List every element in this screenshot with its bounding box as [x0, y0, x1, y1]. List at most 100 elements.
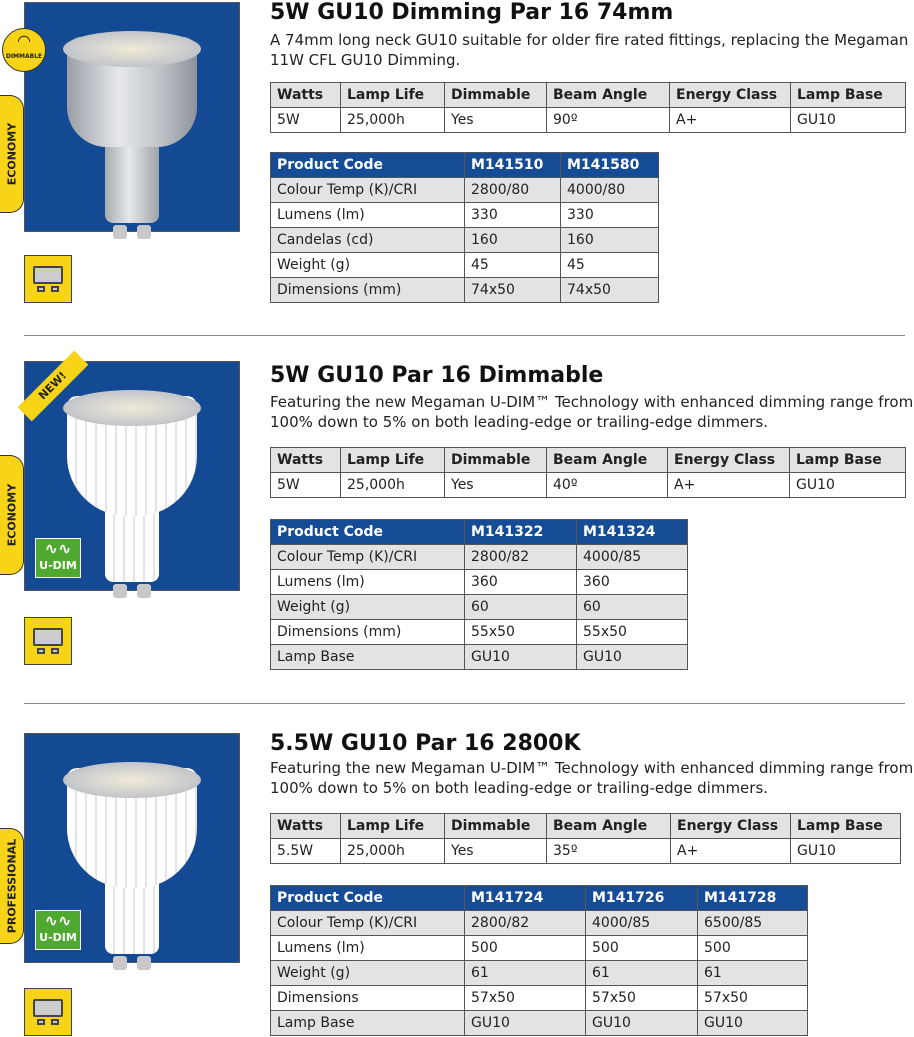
- table-cell: Weight (g): [270, 252, 465, 278]
- product-code-table: Product Code M141510 M141580 Colour Temp (K…: [270, 152, 659, 303]
- spec-value-cell: Yes: [444, 472, 547, 498]
- dimmer-arc-icon: ◠: [17, 31, 31, 50]
- spec-value-cell: 90º: [546, 107, 670, 133]
- spec-header-cell: Lamp Base: [789, 447, 906, 473]
- table-row: Product Code M141322 M141324: [270, 519, 688, 545]
- table-cell: 330: [464, 202, 561, 228]
- spec-value-row: 5W 25,000h Yes 40º A+ GU10: [270, 472, 906, 498]
- spec-table: Watts Lamp Life Dimmable Beam Angle Energy C…: [270, 82, 906, 133]
- gu10-cap-icon: [24, 617, 72, 665]
- spec-header-cell: Dimmable: [444, 813, 547, 839]
- table-cell: Dimensions: [270, 985, 465, 1011]
- spec-value-cell: Yes: [444, 838, 547, 864]
- table-cell: 2800/82: [464, 544, 577, 570]
- spec-table: Watts Lamp Life Dimmable Beam Angle Energy C…: [270, 813, 901, 864]
- spec-value-cell: 5W: [270, 472, 341, 498]
- table-row: Weight (g) 45 45: [270, 252, 659, 278]
- spec-value-cell: GU10: [790, 838, 901, 864]
- product-image: [24, 2, 240, 239]
- section-divider: [24, 335, 905, 336]
- table-cell: 55x50: [576, 619, 688, 645]
- udim-badge: ∿∿ U-DIM: [35, 910, 81, 950]
- product-image: ∿∿ U-DIM: [24, 733, 240, 970]
- table-cell: 500: [697, 935, 808, 961]
- table-cell: 4000/80: [560, 177, 659, 203]
- table-row: Product Code M141724 M141726 M141728: [270, 885, 808, 911]
- spec-value-row: 5.5W 25,000h Yes 35º A+ GU10: [270, 838, 901, 864]
- table-cell: 55x50: [464, 619, 577, 645]
- table-cell: M141728: [697, 885, 808, 911]
- table-cell: 4000/85: [576, 544, 688, 570]
- table-cell: GU10: [576, 644, 688, 670]
- table-cell: 57x50: [697, 985, 808, 1011]
- table-cell: Weight (g): [270, 594, 465, 620]
- table-cell: Dimensions (mm): [270, 619, 465, 645]
- table-cell: 4000/85: [585, 910, 698, 936]
- category-tag: PROFESSIONAL: [0, 828, 24, 944]
- table-row: Lumens (lm) 500 500 500: [270, 935, 808, 961]
- spec-header-cell: Watts: [270, 82, 341, 108]
- spec-value-cell: GU10: [789, 472, 906, 498]
- spec-value-cell: A+: [669, 107, 791, 133]
- table-row: Dimensions 57x50 57x50 57x50: [270, 985, 808, 1011]
- table-cell: M141724: [464, 885, 586, 911]
- table-cell: Dimensions (mm): [270, 277, 465, 303]
- table-cell: 160: [560, 227, 659, 253]
- spec-header-row: Watts Lamp Life Dimmable Beam Angle Energy C…: [270, 813, 901, 839]
- table-row: Dimensions (mm) 74x50 74x50: [270, 277, 659, 303]
- table-cell: 74x50: [560, 277, 659, 303]
- table-cell: 57x50: [585, 985, 698, 1011]
- table-cell: 57x50: [464, 985, 586, 1011]
- spec-header-cell: Lamp Life: [340, 813, 445, 839]
- table-cell: 160: [464, 227, 561, 253]
- table-cell: 360: [576, 569, 688, 595]
- category-tag: ECONOMY: [0, 95, 24, 213]
- table-cell: Weight (g): [270, 960, 465, 986]
- gu10-cap-icon: [24, 988, 72, 1036]
- table-cell: 74x50: [464, 277, 561, 303]
- table-cell: M141322: [464, 519, 577, 545]
- table-cell: Lamp Base: [270, 1010, 465, 1036]
- spec-header-row: Watts Lamp Life Dimmable Beam Angle Energy C…: [270, 82, 906, 108]
- table-cell: 61: [585, 960, 698, 986]
- spec-header-cell: Energy Class: [670, 813, 791, 839]
- spec-table: Watts Lamp Life Dimmable Beam Angle Energy C…: [270, 447, 906, 498]
- table-cell: 60: [576, 594, 688, 620]
- table-cell: 45: [560, 252, 659, 278]
- table-row: Colour Temp (K)/CRI 2800/80 4000/80: [270, 177, 659, 203]
- table-cell: M141510: [464, 152, 561, 178]
- table-row: Weight (g) 60 60: [270, 594, 688, 620]
- spec-header-cell: Beam Angle: [546, 813, 671, 839]
- table-row: Lumens (lm) 330 330: [270, 202, 659, 228]
- table-cell: M141726: [585, 885, 698, 911]
- table-cell: 45: [464, 252, 561, 278]
- spec-header-cell: Dimmable: [444, 82, 547, 108]
- spec-value-cell: 35º: [546, 838, 671, 864]
- spec-header-cell: Lamp Base: [790, 82, 906, 108]
- table-cell: Colour Temp (K)/CRI: [270, 544, 465, 570]
- table-row: Product Code M141510 M141580: [270, 152, 659, 178]
- udim-badge: ∿∿ U-DIM: [35, 538, 81, 578]
- table-cell: 360: [464, 569, 577, 595]
- table-cell: GU10: [697, 1010, 808, 1036]
- spec-value-cell: 5W: [270, 107, 341, 133]
- product-description: Featuring the new Megaman U-DIM™ Technol…: [270, 393, 914, 431]
- product-description: A 74mm long neck GU10 suitable for older…: [270, 31, 909, 69]
- table-cell: 2800/80: [464, 177, 561, 203]
- spec-header-cell: Watts: [270, 447, 341, 473]
- bulb-image: [105, 143, 159, 223]
- table-cell: Lamp Base: [270, 644, 465, 670]
- section-divider: [24, 703, 905, 704]
- table-row: Lamp Base GU10 GU10 GU10: [270, 1010, 808, 1036]
- product-image: ∿∿ U-DIM NEW!: [17, 350, 240, 598]
- spec-header-cell: Lamp Life: [340, 82, 445, 108]
- table-row: Lamp Base GU10 GU10: [270, 644, 688, 670]
- spec-header-cell: Beam Angle: [546, 447, 668, 473]
- table-cell: Colour Temp (K)/CRI: [270, 910, 465, 936]
- spec-header-cell: Dimmable: [444, 447, 547, 473]
- product-code-table: Product Code M141322 M141324 Colour Temp (K…: [270, 519, 688, 670]
- spec-header-cell: Watts: [270, 813, 341, 839]
- table-cell: 330: [560, 202, 659, 228]
- table-cell: M141580: [560, 152, 659, 178]
- product-description: Featuring the new Megaman U-DIM™ Technol…: [270, 759, 914, 797]
